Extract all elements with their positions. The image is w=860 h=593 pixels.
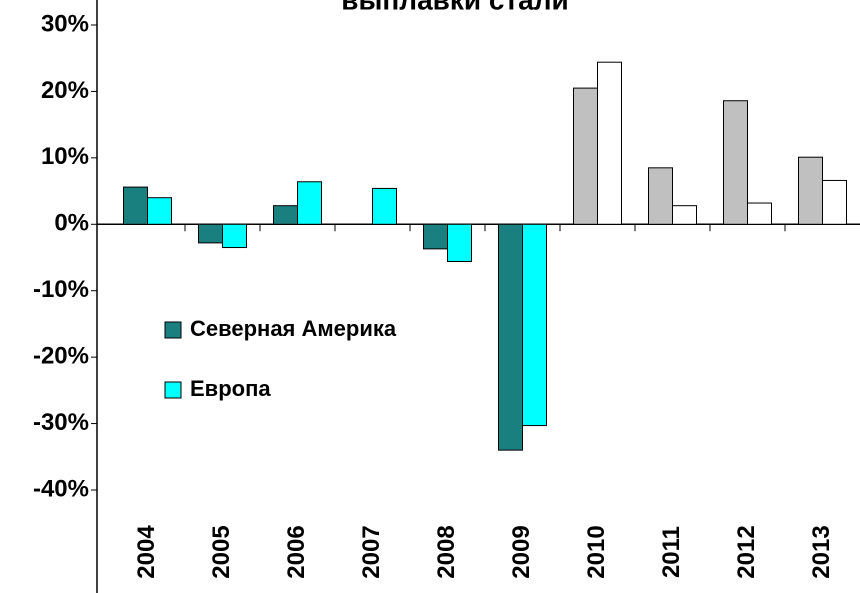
bar <box>597 61 622 225</box>
bar <box>123 186 148 225</box>
x-tick-label: 2011 <box>658 526 685 578</box>
bar <box>573 87 598 225</box>
x-tick-label: 2006 <box>283 525 310 578</box>
bar <box>822 179 847 225</box>
y-tick-label: -30% <box>33 409 89 436</box>
bar <box>198 223 223 244</box>
bar <box>723 100 748 225</box>
x-tick-label: 2012 <box>733 525 760 578</box>
x-tick-label: 2005 <box>208 525 235 578</box>
bar <box>222 223 247 249</box>
y-tick-label: -40% <box>33 475 89 502</box>
x-tick-label: 2013 <box>808 525 835 578</box>
y-tick-label: 10% <box>41 143 89 170</box>
bar <box>522 223 547 427</box>
y-tick-label: 20% <box>41 77 89 104</box>
bar <box>498 223 523 451</box>
y-tick-label: 0% <box>54 210 89 237</box>
bar <box>648 167 673 225</box>
bar <box>147 197 172 225</box>
bar <box>372 187 397 225</box>
y-tick-label: -10% <box>33 276 89 303</box>
legend-swatch <box>164 321 182 339</box>
legend-swatch <box>164 381 182 399</box>
bar <box>672 205 697 225</box>
legend-label: Европа <box>190 376 271 401</box>
bar <box>273 205 298 225</box>
bar <box>423 223 448 250</box>
y-tick-label: -20% <box>33 342 89 369</box>
bar <box>747 202 772 225</box>
chart-title: выплавки стали <box>341 0 568 15</box>
y-tick-label: 30% <box>41 10 89 37</box>
x-tick-label: 2008 <box>433 525 460 578</box>
bar <box>447 223 472 262</box>
bar <box>297 181 322 225</box>
bar <box>798 156 823 225</box>
x-tick-label: 2004 <box>133 525 160 579</box>
legend-label: Северная Америка <box>190 316 397 341</box>
x-tick-label: 2009 <box>508 525 535 578</box>
x-tick-label: 2010 <box>583 525 610 578</box>
x-tick-label: 2007 <box>358 525 385 578</box>
